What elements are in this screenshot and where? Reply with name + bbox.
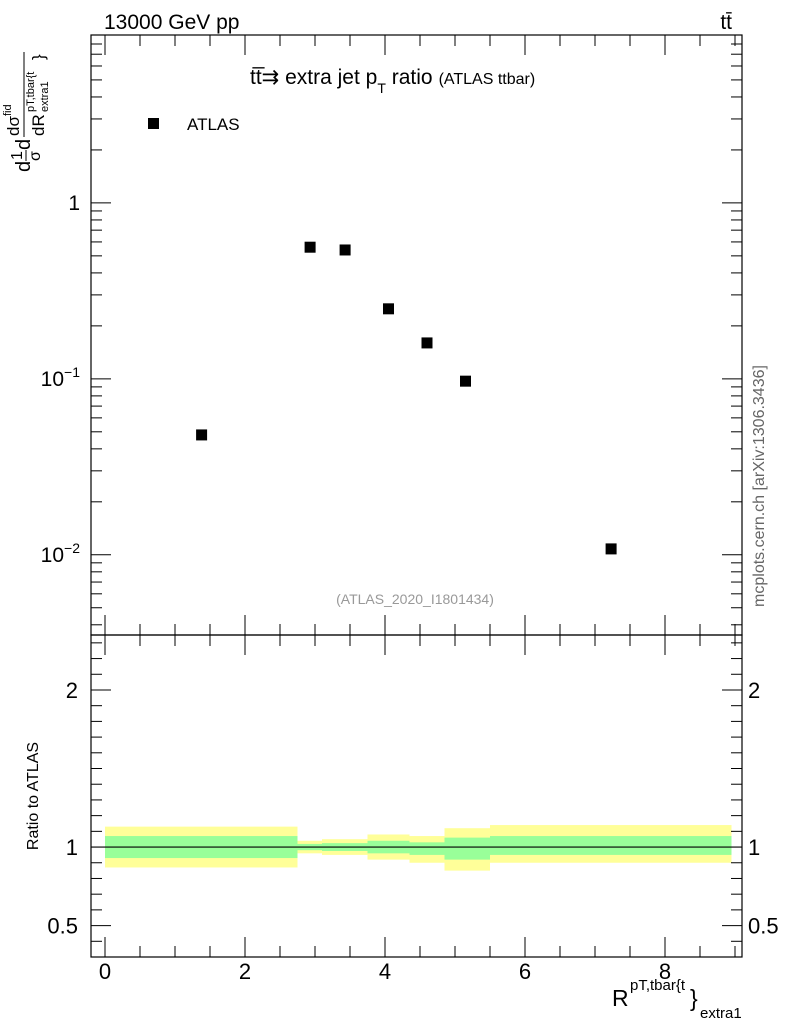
svg-text:pT,tbar{t: pT,tbar{t [630, 977, 686, 994]
svg-text:R: R [612, 985, 629, 1011]
ratio-uncertainty-bands [105, 825, 732, 871]
main-y-tick-label: 1 [68, 192, 80, 215]
main-y-tick-label: 10−2 [41, 540, 81, 567]
data-point [196, 429, 208, 441]
ratio-y-tick-label-right: 2 [748, 678, 760, 703]
ratio-band-inner [409, 842, 445, 855]
svg-text:extra1: extra1 [39, 81, 51, 112]
ratio-panel: 0.5 0.5 1 1 2 2 0 2 4 6 8 Ratio to ATLAS R pT,tba… [25, 634, 779, 1022]
svg-text:}: } [29, 54, 48, 60]
main-panel: 1 10−1 10−2 tt̅⇉ extra jet pT ratio (ATLAS … [2, 34, 743, 636]
analysis-watermark: (ATLAS_2020_I1801434) [336, 591, 494, 607]
process-label: tt̄ [720, 11, 732, 34]
energy-label: 13000 GeV pp [104, 11, 239, 34]
data-point [421, 337, 433, 349]
x-axis-label: R pT,tbar{t } extra1 [612, 977, 742, 1022]
data-point [460, 375, 471, 387]
x-tick-label: 0 [99, 959, 111, 984]
data-point [304, 241, 316, 253]
legend-marker [148, 118, 159, 129]
ratio-band-inner [490, 836, 732, 855]
svg-text:σ: σ [27, 151, 44, 161]
svg-text:pT,tbar{t: pT,tbar{t [25, 72, 37, 112]
svg-text:dσ: dσ [4, 116, 23, 136]
svg-text:d: d [13, 161, 35, 172]
ratio-axis-ticks [91, 635, 742, 958]
data-point [383, 303, 394, 315]
x-tick-labels: 0 2 4 6 8 [99, 959, 671, 984]
x-tick-label: 2 [239, 959, 251, 984]
legend-label: ATLAS [187, 115, 240, 134]
ratio-y-tick-labels: 0.5 0.5 1 1 2 2 [47, 678, 778, 939]
ratio-frame [90, 634, 743, 958]
main-axis-ticks [91, 34, 742, 635]
ratio-y-tick-label-right: 1 [748, 835, 760, 860]
svg-text:extra1: extra1 [700, 1005, 742, 1022]
main-y-tick-label: 10−1 [41, 364, 81, 391]
ratio-y-axis-label: Ratio to ATLAS [25, 742, 42, 850]
svg-text:d: d [13, 139, 35, 150]
ratio-y-tick-label-left: 1 [66, 835, 78, 860]
source-label: mcplots.cern.ch [arXiv:1306.3436] [751, 365, 768, 607]
data-point [339, 244, 351, 256]
x-tick-label: 4 [379, 959, 391, 984]
main-y-axis-label: d 1 σ d dσ fid dR pT,tbar{t extra1 } [2, 52, 51, 172]
main-y-tick-labels: 1 10−1 10−2 [41, 192, 81, 567]
x-tick-label: 6 [519, 959, 531, 984]
ratio-y-tick-label-right: 0.5 [748, 914, 779, 939]
svg-text:1: 1 [9, 151, 26, 160]
plot-title: tt̅⇉ extra jet pT ratio (ATLAS ttbar) [250, 66, 535, 96]
x-tick-label: 8 [659, 959, 671, 984]
ratio-y-tick-label-left: 2 [66, 678, 78, 703]
svg-text:fid: fid [2, 104, 14, 116]
svg-text:dR: dR [29, 114, 48, 136]
data-point [605, 543, 617, 555]
ratio-band-inner [444, 837, 490, 860]
ratio-y-tick-label-left: 0.5 [47, 914, 78, 939]
svg-text:}: } [690, 985, 698, 1011]
data-points [196, 241, 617, 555]
